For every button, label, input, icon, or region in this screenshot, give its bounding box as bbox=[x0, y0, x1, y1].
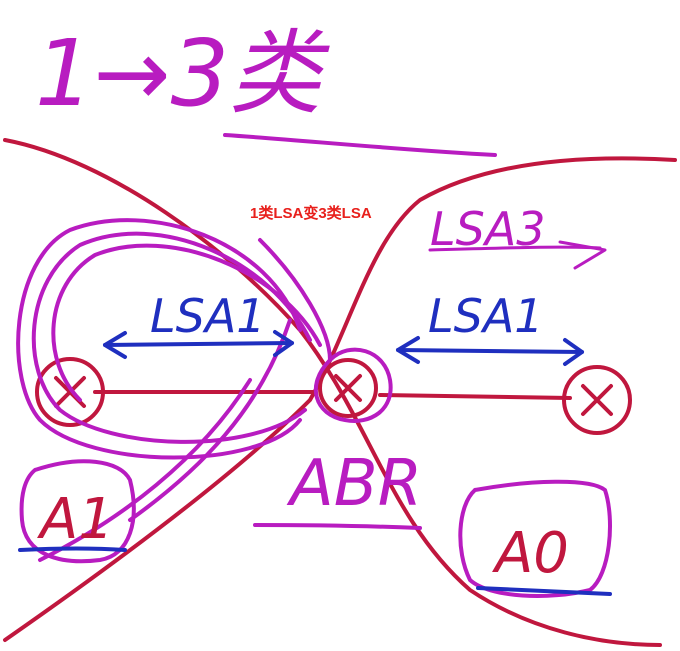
area-label-left: A1 bbox=[37, 487, 114, 552]
abr-label: ABR bbox=[286, 447, 422, 521]
area-label-box-left bbox=[19, 459, 136, 564]
abr-underline bbox=[253, 523, 422, 530]
caption: 1类LSA变3类LSA bbox=[250, 205, 372, 222]
arrow-icon bbox=[396, 336, 584, 366]
arrow-icon bbox=[558, 240, 607, 270]
link-right bbox=[378, 393, 572, 400]
area-boundary-right-curve bbox=[3, 156, 677, 642]
lsa3-label: LSA3 bbox=[430, 202, 546, 256]
abr-enclosure bbox=[313, 347, 393, 423]
area-underline-left bbox=[18, 546, 127, 552]
area-boundary-left-curve bbox=[3, 138, 662, 647]
arrow-icon bbox=[103, 330, 294, 359]
lsa1-left-label: LSA1 bbox=[150, 289, 266, 343]
area-label-right: A0 bbox=[492, 521, 569, 586]
heading-underline bbox=[223, 133, 497, 157]
router-icon bbox=[318, 358, 378, 418]
area-label-box-right bbox=[458, 479, 612, 598]
heading-text: 1→3类 bbox=[35, 20, 330, 127]
area-underline-right bbox=[476, 586, 612, 596]
lsa1-right-label: LSA1 bbox=[428, 289, 544, 343]
router-icon bbox=[562, 365, 632, 435]
